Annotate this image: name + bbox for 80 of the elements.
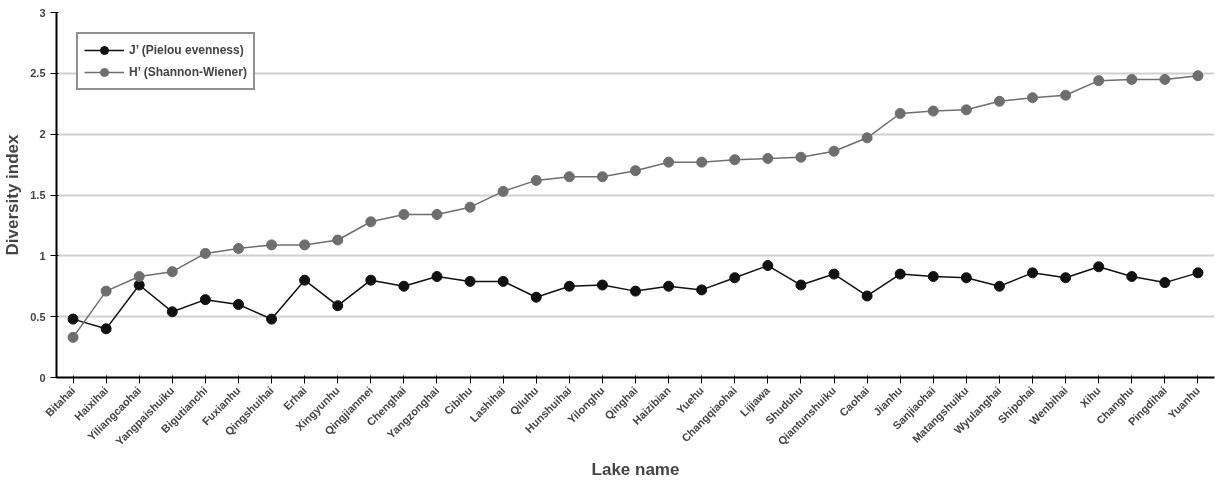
point — [861, 132, 873, 144]
point — [960, 272, 972, 284]
point — [762, 260, 774, 272]
point — [663, 156, 675, 168]
point — [795, 279, 807, 291]
point — [166, 266, 178, 278]
y-tick-label: 1.5 — [30, 189, 46, 201]
point — [630, 285, 641, 297]
point — [232, 243, 244, 255]
point — [1159, 73, 1171, 85]
y-tick-label: 2 — [39, 128, 46, 141]
legend-label: H’ (Shannon-Wiener) — [129, 65, 247, 79]
point — [1093, 75, 1105, 87]
point — [596, 171, 608, 183]
point — [166, 306, 178, 318]
point — [927, 271, 939, 283]
point — [762, 153, 774, 164]
point — [199, 247, 211, 259]
point — [927, 105, 939, 117]
point — [100, 285, 112, 297]
point — [431, 208, 443, 220]
point — [729, 154, 741, 166]
point — [1027, 92, 1039, 104]
y-tick-label: 1 — [39, 249, 46, 262]
point — [696, 156, 708, 168]
point — [630, 165, 641, 177]
point — [894, 268, 906, 280]
point — [464, 275, 476, 287]
y-axis-title: Diversity index — [3, 133, 23, 256]
point — [497, 185, 509, 197]
y-tick-label: 0.5 — [30, 310, 46, 323]
point — [1192, 267, 1204, 279]
point — [133, 271, 145, 283]
point — [1093, 261, 1105, 273]
point — [431, 271, 443, 283]
y-tick-label: 2.5 — [30, 67, 46, 80]
point — [299, 274, 311, 286]
point — [67, 313, 79, 325]
point — [67, 331, 79, 343]
point — [464, 201, 476, 213]
point — [828, 268, 840, 280]
point — [1060, 89, 1072, 101]
point — [795, 151, 807, 163]
point — [1192, 70, 1204, 82]
point — [266, 313, 278, 325]
point — [199, 294, 211, 306]
point — [828, 145, 840, 157]
point — [266, 239, 278, 251]
point — [398, 280, 410, 292]
point — [530, 174, 542, 186]
point — [100, 323, 112, 335]
point — [332, 300, 344, 312]
point — [332, 234, 344, 246]
point — [563, 280, 575, 292]
point — [894, 107, 906, 119]
point — [1126, 271, 1138, 283]
point — [1159, 277, 1171, 289]
x-axis-title: Lake name — [591, 459, 680, 479]
point — [861, 290, 873, 302]
point — [563, 171, 575, 183]
point — [1027, 267, 1039, 279]
y-tick-label: 0 — [39, 371, 46, 384]
point — [497, 275, 509, 287]
point — [365, 274, 377, 286]
point — [1060, 272, 1072, 284]
point — [232, 299, 244, 310]
point — [299, 239, 311, 251]
point — [1126, 73, 1138, 85]
point — [530, 291, 542, 303]
legend-label: J’ (Pielou evenness) — [129, 43, 244, 57]
y-tick-label: 3 — [39, 6, 46, 19]
point — [993, 95, 1005, 107]
point — [993, 280, 1005, 292]
point — [696, 284, 708, 296]
point — [398, 208, 410, 220]
point — [596, 279, 608, 291]
point — [663, 280, 675, 292]
point — [729, 272, 741, 284]
point — [365, 216, 377, 228]
point — [960, 104, 972, 116]
